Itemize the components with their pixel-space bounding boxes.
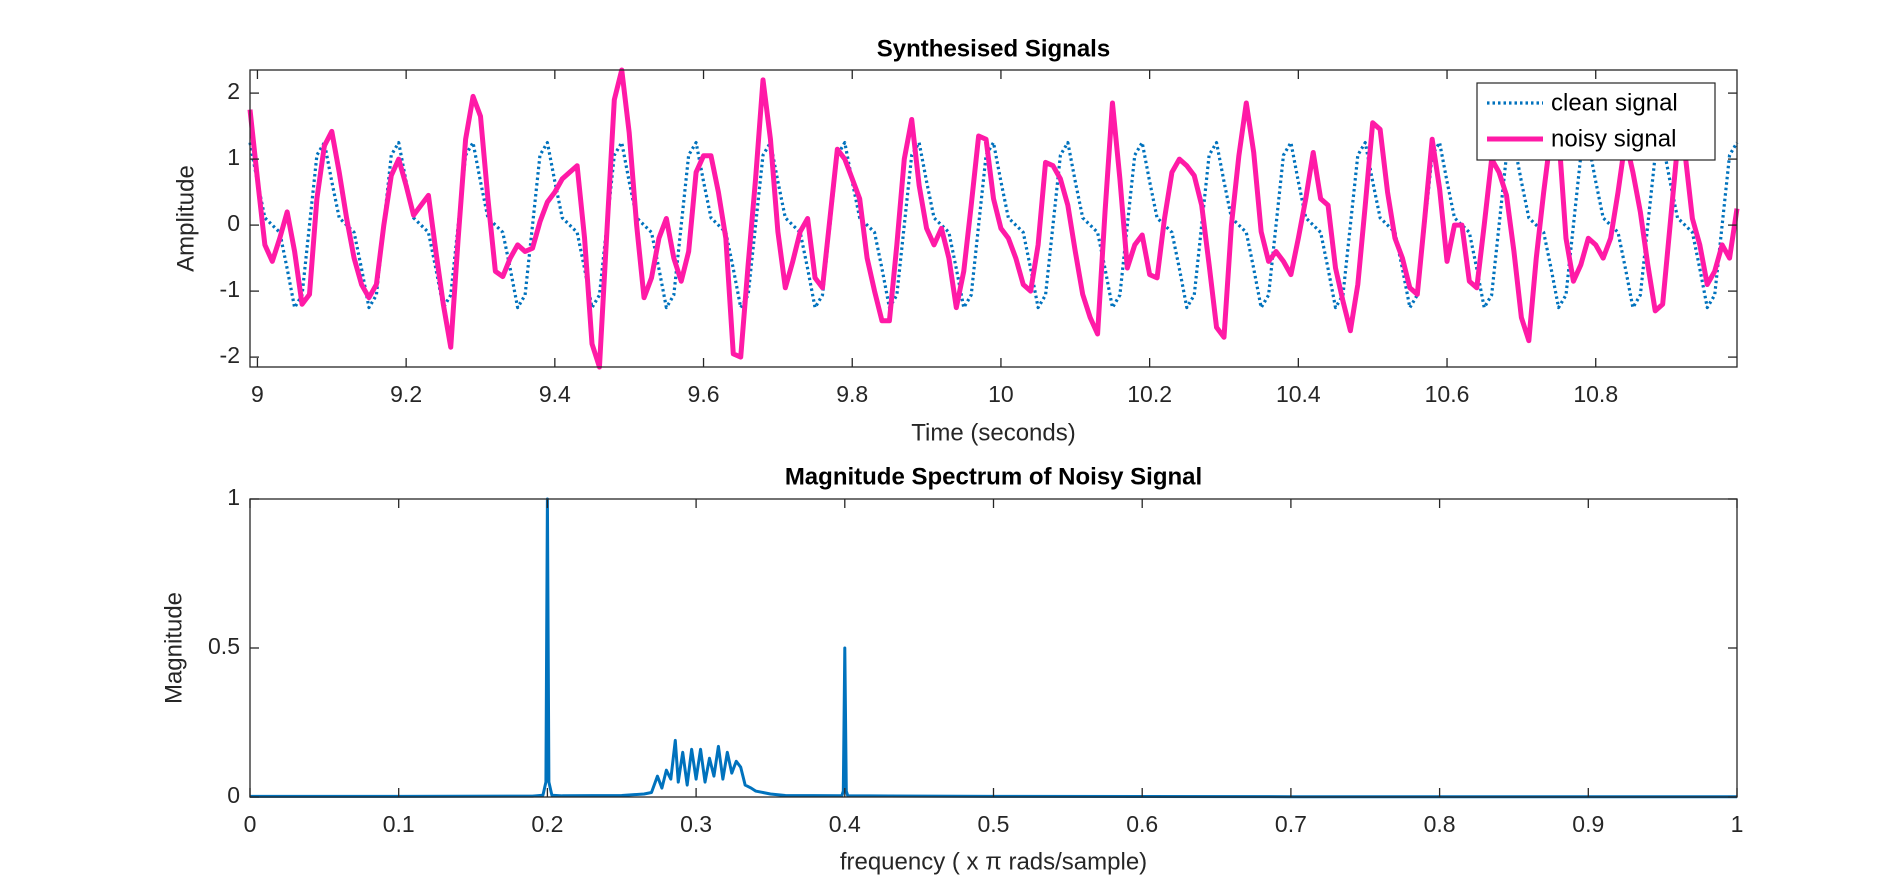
plot-area [250, 499, 1737, 797]
x-tick-label: 9.4 [539, 381, 571, 407]
x-tick-label: 0.2 [531, 811, 563, 837]
y-tick-label: 0 [227, 782, 240, 808]
x-tick-label: 10.8 [1573, 381, 1618, 407]
x-tick-label: 0.1 [383, 811, 415, 837]
axes-box [249, 69, 1738, 368]
x-tick-label: 0.8 [1424, 811, 1456, 837]
legend-label: clean signal [1551, 89, 1678, 116]
series-line [248, 141, 1739, 310]
legend: clean signal noisy signal [1476, 82, 1716, 161]
x-tick-label: 0 [244, 811, 257, 837]
x-tick-label: 0.3 [680, 811, 712, 837]
y-axis-label: Magnitude [160, 592, 187, 704]
y-tick-label: 0 [227, 210, 240, 236]
x-tick-label: 9.2 [390, 381, 422, 407]
x-tick-label: 9.6 [688, 381, 720, 407]
y-tick-label: 2 [227, 78, 240, 104]
legend-box [1476, 82, 1716, 161]
x-tick-label: 0.5 [978, 811, 1010, 837]
chart-title: Magnitude Spectrum of Noisy Signal [785, 463, 1202, 490]
x-tick-label: 0.7 [1275, 811, 1307, 837]
series-line [247, 67, 1740, 370]
x-tick-label: 0.9 [1572, 811, 1604, 837]
x-tick-label: 9 [251, 381, 264, 407]
x-tick-label: 10 [988, 381, 1014, 407]
x-axis-label: frequency ( x π rads/sample) [840, 848, 1147, 875]
x-tick-label: 9.8 [836, 381, 868, 407]
x-tick-label: 10.6 [1425, 381, 1470, 407]
y-tick-label: 1 [227, 484, 240, 510]
x-tick-label: 1 [1731, 811, 1744, 837]
x-tick-label: 10.4 [1276, 381, 1321, 407]
legend-label: noisy signal [1551, 125, 1676, 152]
y-axis-label: Amplitude [172, 165, 199, 272]
y-tick-label: -2 [220, 342, 240, 368]
x-tick-label: 10.2 [1127, 381, 1172, 407]
x-tick-label: 0.4 [829, 811, 861, 837]
chart-title: Synthesised Signals [877, 35, 1110, 62]
y-tick-label: -1 [220, 276, 240, 302]
x-axis-label: Time (seconds) [911, 419, 1075, 446]
y-tick-label: 1 [227, 144, 240, 170]
x-tick-label: 0.6 [1126, 811, 1158, 837]
y-tick-label: 0.5 [208, 633, 240, 659]
series-line [250, 497, 1737, 799]
